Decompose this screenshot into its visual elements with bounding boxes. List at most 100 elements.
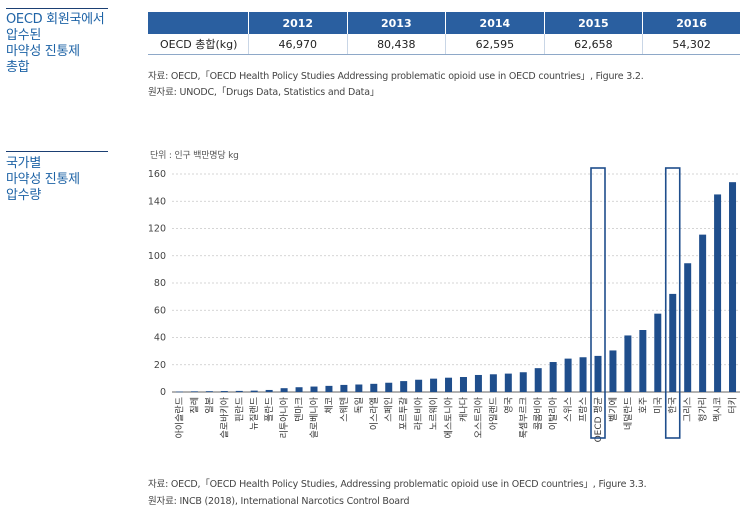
totals-table: 2012 2013 2014 2015 2016 OECD 총합(kg) 46,… bbox=[148, 12, 740, 55]
bar bbox=[280, 388, 288, 392]
bar bbox=[729, 182, 737, 392]
x-tick-label: 이스라엘 bbox=[369, 397, 380, 430]
table-header-cell bbox=[148, 12, 249, 34]
table-row: OECD 총합(kg) 46,970 80,438 62,595 62,658 … bbox=[148, 34, 740, 55]
bar bbox=[340, 384, 348, 392]
bar bbox=[519, 372, 527, 392]
bar bbox=[639, 330, 647, 392]
x-tick-label: 스위스 bbox=[563, 397, 574, 422]
y-tick-label: 120 bbox=[148, 224, 166, 235]
bar bbox=[504, 373, 512, 392]
y-tick-label: 20 bbox=[154, 360, 166, 371]
x-tick-label: 룩셈부르크 bbox=[518, 397, 529, 438]
bar bbox=[400, 381, 408, 392]
table-cell: 46,970 bbox=[248, 34, 348, 55]
bar bbox=[190, 391, 198, 392]
bar bbox=[235, 390, 243, 392]
bar bbox=[325, 385, 333, 392]
section2-source: 자료: OECD,「OECD Health Policy Studies, Ad… bbox=[148, 479, 647, 490]
x-tick-label: 멕시코 bbox=[713, 397, 724, 422]
bar bbox=[714, 194, 722, 392]
table-cell: 62,595 bbox=[445, 34, 545, 55]
bar bbox=[489, 374, 497, 392]
x-tick-label: 리투아니아 bbox=[279, 396, 290, 438]
x-tick-label: 스웨덴 bbox=[338, 397, 350, 422]
y-tick-label: 80 bbox=[154, 278, 166, 289]
bar bbox=[250, 390, 258, 392]
section2-rule bbox=[6, 151, 108, 152]
table-header-row: 2012 2013 2014 2015 2016 bbox=[148, 12, 740, 34]
table-header-cell: 2014 bbox=[445, 12, 545, 34]
table-header-cell: 2016 bbox=[642, 12, 740, 34]
table-header-cell: 2015 bbox=[544, 12, 644, 34]
x-tick-label: 핀란드 bbox=[233, 397, 245, 422]
bar bbox=[355, 384, 363, 392]
bar bbox=[474, 374, 482, 392]
x-tick-label: 그리스 bbox=[683, 397, 694, 422]
x-tick-label: 이탈리아 bbox=[548, 396, 559, 430]
x-tick-label: 미국 bbox=[653, 397, 664, 414]
section1-source: 자료: OECD,「OECD Health Policy Studies Add… bbox=[148, 71, 644, 82]
x-tick-label: 캐나다 bbox=[458, 396, 469, 422]
x-tick-label: 호주 bbox=[638, 397, 649, 414]
bar bbox=[564, 358, 572, 392]
bar bbox=[609, 350, 617, 392]
table-cell: 54,302 bbox=[642, 34, 740, 55]
x-tick-label: 한국 bbox=[668, 397, 679, 414]
y-tick-label: 60 bbox=[154, 305, 166, 316]
highlight-box bbox=[664, 167, 681, 439]
bar bbox=[385, 382, 393, 392]
bar bbox=[310, 386, 318, 392]
bar bbox=[579, 357, 587, 392]
x-tick-label: 터키 bbox=[728, 397, 739, 414]
x-tick-label: 오스트리아 bbox=[473, 396, 484, 438]
table-cell: 80,438 bbox=[347, 34, 447, 55]
section1-rule bbox=[6, 8, 108, 9]
table-cell: 62,658 bbox=[544, 34, 644, 55]
chart-unit-label: 단위 : 인구 백만명당 kg bbox=[150, 151, 239, 161]
bar bbox=[699, 234, 707, 392]
y-tick-label: 40 bbox=[154, 333, 166, 344]
x-tick-label: 노르웨이 bbox=[428, 397, 440, 430]
x-tick-label: 스페인 bbox=[384, 397, 395, 422]
bar bbox=[205, 391, 213, 392]
bar bbox=[265, 389, 273, 392]
bar bbox=[445, 377, 453, 392]
bar bbox=[669, 293, 677, 392]
x-tick-label: 독일 bbox=[354, 397, 365, 414]
x-tick-label: 영국 bbox=[503, 397, 514, 414]
x-tick-label: 포르투갈 bbox=[399, 397, 410, 430]
x-tick-label: 프랑스 bbox=[577, 397, 589, 422]
y-tick-label: 140 bbox=[148, 196, 166, 207]
bar bbox=[549, 362, 557, 392]
bar bbox=[624, 335, 632, 392]
section1-original-source: 원자료: UNODC,「Drugs Data, Statistics and D… bbox=[148, 87, 380, 98]
bar bbox=[295, 387, 303, 392]
x-tick-label: 아일랜드 bbox=[488, 397, 499, 430]
bar bbox=[654, 313, 662, 392]
bar bbox=[415, 379, 423, 392]
x-tick-label: 폴란드 bbox=[263, 397, 275, 422]
bar bbox=[175, 391, 183, 393]
x-tick-label: 벨기에 bbox=[608, 397, 619, 422]
section2-original-source: 원자료: INCB (2018), International Narcotic… bbox=[148, 496, 410, 507]
x-tick-label: 칠레 bbox=[189, 397, 200, 414]
bar bbox=[220, 391, 228, 392]
x-tick-label: 에스토니아 bbox=[444, 396, 455, 438]
y-tick-label: 100 bbox=[148, 251, 166, 262]
x-tick-label: 일본 bbox=[204, 397, 215, 414]
y-tick-label: 160 bbox=[148, 169, 166, 180]
x-tick-label: 덴마크 bbox=[294, 397, 305, 422]
table-header-cell: 2012 bbox=[248, 12, 348, 34]
x-tick-label: 아이슬란드 bbox=[173, 397, 185, 438]
table-header-cell: 2013 bbox=[347, 12, 447, 34]
bar bbox=[684, 263, 692, 392]
bar bbox=[430, 378, 438, 392]
table-row-label: OECD 총합(kg) bbox=[148, 34, 249, 55]
x-tick-label: 헝가리 bbox=[698, 397, 709, 422]
x-tick-label: 슬로베니아 bbox=[309, 396, 320, 438]
highlight-box bbox=[590, 167, 606, 439]
x-tick-label: OECD 평균 bbox=[593, 397, 604, 442]
x-tick-label: 네덜란드 bbox=[622, 397, 634, 430]
